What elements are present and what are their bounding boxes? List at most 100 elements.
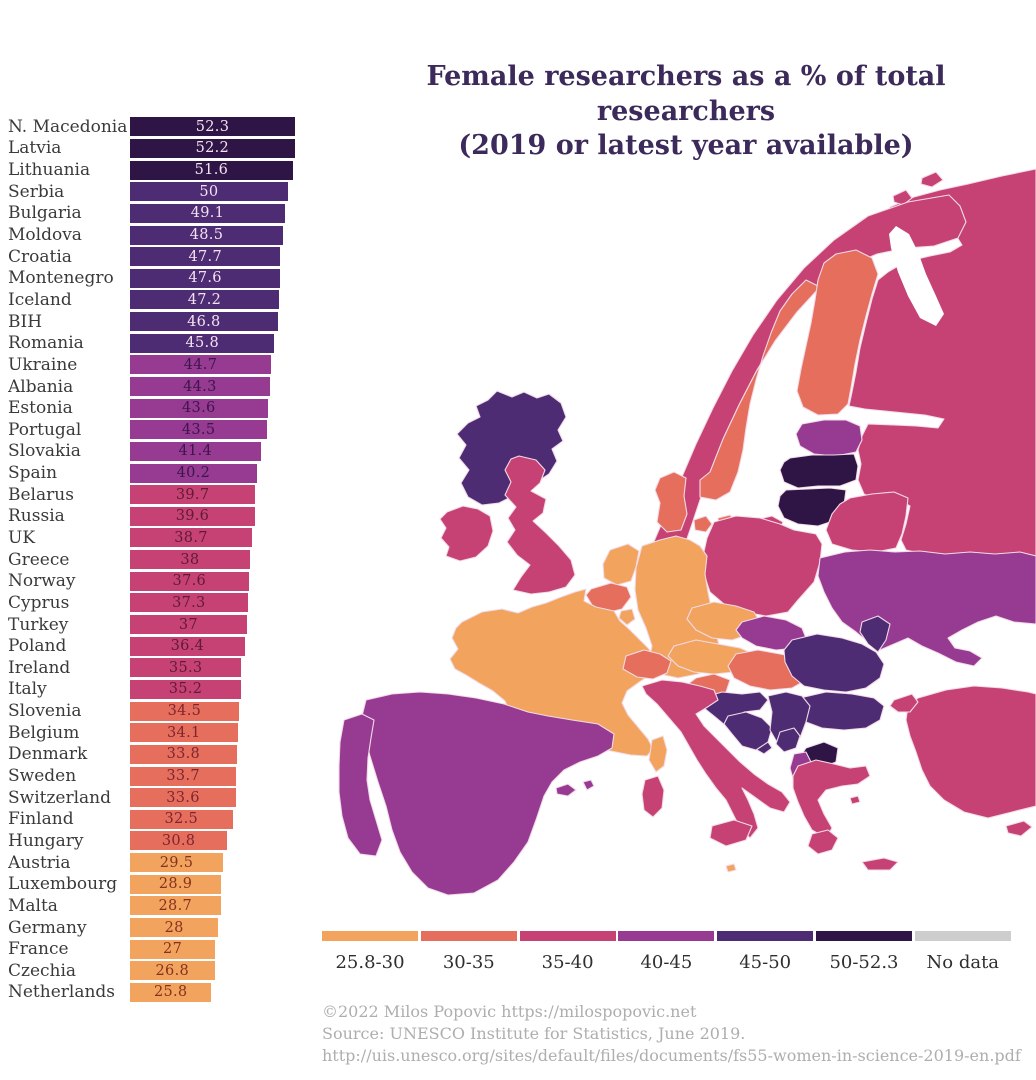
country-france [648,735,668,773]
footer-url: http://uis.unesco.org/sites/default/file… [322,1046,1021,1066]
country-greece [849,795,861,805]
value-bar: 49.1 [130,203,285,223]
country-cyprus [1005,820,1033,837]
bar-row: Denmark 33.8 [8,744,330,766]
value-label: 36.4 [170,638,205,655]
value-label: 34.5 [167,703,202,720]
legend-label: 45-50 [739,952,792,973]
country-italy [709,819,753,847]
bar-row: BIH 46.8 [8,311,330,333]
country-montenegro [775,727,801,753]
bar-row: Estonia 43.6 [8,397,330,419]
country-greece [861,857,899,871]
value-label: 33.7 [166,768,200,785]
legend-label: 25.8-30 [335,952,405,973]
country-label: Denmark [8,744,88,765]
bar-row: Luxembourg 28.9 [8,873,330,895]
value-bar: 44.3 [130,377,270,396]
value-bar: 33.6 [130,788,236,808]
bar-row: Russia 39.6 [8,506,330,528]
country-denmark [693,515,713,533]
legend-swatch [815,931,912,941]
value-bar: 37.6 [130,571,249,591]
country-label: Slovakia [8,441,81,462]
value-label: 28.9 [158,876,193,893]
legend-label: 30-35 [442,952,495,973]
bar-row: Italy 35.2 [8,679,330,701]
bar-row: Croatia 47.7 [8,246,330,268]
value-label: 52.2 [195,140,230,157]
legend-label: 50-52.3 [829,952,899,973]
value-label: 30.8 [161,832,196,849]
value-bar: 43.5 [130,420,268,440]
country-malta [725,863,737,873]
legend-item: No data [914,931,1014,973]
country-label: Czechia [8,960,77,981]
bar-row: Belgium 34.1 [8,722,330,744]
bar-row: Slovenia 34.5 [8,700,330,722]
value-bar: 29.5 [130,853,224,873]
bar-row: Albania 44.3 [8,376,330,398]
value-label: 33.8 [166,746,201,763]
value-label: 37.3 [172,594,206,611]
value-bar: 27 [130,939,216,959]
bar-row: Iceland 47.2 [8,289,330,311]
country-france [449,588,656,757]
value-bar: 43.6 [130,398,268,418]
value-bar: 34.1 [130,723,238,743]
value-label: 26.8 [155,962,190,979]
country-label: BIH [8,311,43,332]
value-bar: 38.7 [130,528,253,548]
footer-source: Source: UNESCO Institute for Statistics,… [322,1024,746,1044]
page-title: Female researchers as a % of total resea… [336,60,1036,164]
value-label: 25.8 [153,984,188,1001]
legend-swatch [322,931,418,941]
bar-row: Netherlands 25.8 [8,982,330,1004]
value-bar: 37 [130,615,247,635]
country-label: Albania [8,376,74,397]
legend-item: 50-52.3 [815,931,915,973]
country-spain [361,691,615,896]
value-bar: 41.4 [130,441,261,461]
bar-row: Czechia 26.8 [8,960,330,982]
country-label: Belarus [8,484,74,505]
country-label: Iceland [8,289,72,310]
country-label: Finland [8,809,74,830]
legend-item: 45-50 [717,931,816,973]
country-label: Germany [8,917,87,938]
bar-row: UK 38.7 [8,527,330,549]
value-label: 44.3 [183,378,217,395]
value-bar: 48.5 [130,225,283,245]
value-label: 47.2 [187,291,222,308]
country-label: Romania [8,333,84,354]
value-bar: 30.8 [130,831,228,851]
country-spain [555,783,577,797]
title-line-1: Female researchers as a % of total resea… [426,61,946,127]
bar-row: N. Macedonia 52.3 [8,116,330,138]
bar-row: Portugal 43.5 [8,419,330,441]
country-label: Luxembourg [8,874,118,895]
country-turkey [905,685,1036,819]
value-bar: 28.9 [130,874,222,894]
legend-swatch [914,931,1011,941]
country-spain [582,779,595,791]
bar-row: Sweden 33.7 [8,765,330,787]
country-denmark [654,471,688,533]
value-label: 32.5 [164,811,199,828]
value-label: 49.1 [190,205,225,222]
footer: ©2022 Milos Popovic https://milospopovic… [322,1001,1021,1067]
value-label: 43.6 [182,400,216,417]
value-label: 27 [163,941,183,958]
country-finland [796,249,879,416]
legend-label: No data [926,952,1000,973]
value-label: 37.6 [172,573,207,590]
value-bar: 35.3 [130,658,242,678]
value-label: 40.2 [176,465,211,482]
value-label: 44.7 [183,356,218,373]
country-label: Moldova [8,225,82,246]
country-belarus [825,491,909,553]
value-label: 46.8 [187,313,221,330]
country-poland [702,515,823,617]
country-ireland [439,505,494,562]
